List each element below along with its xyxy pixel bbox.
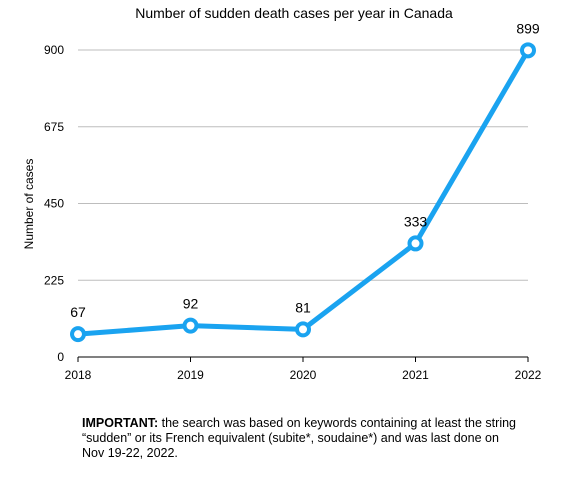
data-points <box>70 42 536 343</box>
series-line <box>75 47 531 337</box>
line-chart: Number of sudden death cases per year in… <box>22 5 542 382</box>
data-point <box>520 42 536 59</box>
y-tick-label: 0 <box>57 350 64 364</box>
y-tick-label: 900 <box>44 43 64 57</box>
x-tick-label: 2020 <box>290 368 317 382</box>
y-tick-label: 450 <box>44 197 64 211</box>
y-axis-label: Number of cases <box>22 159 36 250</box>
footnote-text: the search was based on keywords contain… <box>82 416 516 460</box>
data-label: 81 <box>295 299 311 315</box>
footnote: IMPORTANT: the search was based on keywo… <box>82 416 522 461</box>
data-point <box>182 317 199 334</box>
data-label: 92 <box>183 296 199 312</box>
x-tick-label: 2019 <box>177 368 204 382</box>
y-tick-label: 225 <box>44 273 64 287</box>
x-tick-label: 2022 <box>515 368 542 382</box>
axes: 0 225 450 675 900 2018 2019 2020 2021 2022 <box>44 43 542 382</box>
footnote-emphasis: IMPORTANT: <box>82 416 159 430</box>
y-tick-label: 675 <box>44 120 64 134</box>
data-point <box>407 235 424 252</box>
chart-title: Number of sudden death cases per year in… <box>135 5 453 21</box>
data-label: 333 <box>404 213 428 229</box>
data-label: 67 <box>70 304 86 320</box>
x-tick-label: 2018 <box>65 368 92 382</box>
series-lines <box>75 47 531 337</box>
gridlines <box>78 49 528 281</box>
data-labels: 67 92 81 333 899 <box>70 20 540 320</box>
data-label: 899 <box>516 20 540 36</box>
data-point <box>295 321 311 338</box>
data-point <box>70 326 86 343</box>
x-tick-label: 2021 <box>402 368 429 382</box>
